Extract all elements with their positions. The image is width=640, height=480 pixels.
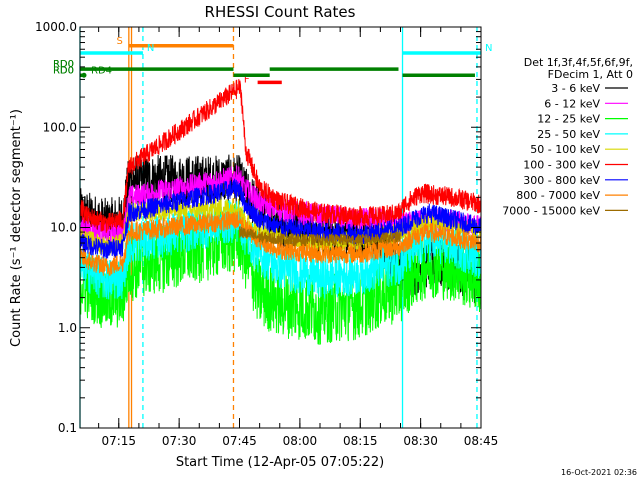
- flag-label: RD0: [53, 65, 74, 76]
- data-series: [79, 79, 482, 345]
- series-line: [79, 197, 482, 257]
- x-tick-label: 08:30: [403, 434, 438, 448]
- flag-label: RD0: [53, 59, 74, 70]
- series-line: [79, 178, 482, 260]
- x-tick-label: 08:15: [343, 434, 378, 448]
- flag-label: S: [116, 36, 122, 47]
- y-tick-label: 100.0: [43, 120, 77, 134]
- series-line: [79, 210, 482, 277]
- y-axis-label: Count Rate (s⁻¹ detector segment⁻¹): [9, 109, 24, 347]
- chart-title: RHESSI Count Rates: [205, 3, 356, 21]
- legend-header: Det 1f,3f,4f,5f,6f,9f,: [524, 56, 633, 69]
- legend-entry-label: 25 - 50 keV: [537, 128, 600, 141]
- x-tick-label: 07:30: [162, 434, 197, 448]
- y-tick-label: 0.1: [58, 421, 77, 435]
- generation-timestamp: 16-Oct-2021 02:36: [561, 468, 637, 477]
- legend-entry-label: 12 - 25 keV: [537, 113, 600, 126]
- flag-label: RD4: [91, 65, 112, 76]
- legend-header: FDecim 1, Att 0: [548, 68, 633, 81]
- flag-label: RD0: [53, 59, 74, 70]
- flag-label: N: [485, 43, 492, 54]
- legend-entry-label: 50 - 100 keV: [530, 143, 600, 156]
- flag-label: RD0: [53, 65, 74, 76]
- legend-entry-label: 6 - 12 keV: [544, 97, 600, 110]
- y-tick-label: 1000.0: [35, 20, 77, 34]
- x-tick-label: 08:00: [283, 434, 318, 448]
- legend-entry-label: 800 - 7000 keV: [516, 189, 600, 202]
- series-line: [239, 226, 401, 248]
- legend: Det 1f,3f,4f,5f,6f,9f,FDecim 1, Att 03 -…: [502, 56, 633, 217]
- flag-label: N: [147, 43, 154, 54]
- x-tick-label: 07:45: [222, 434, 257, 448]
- y-tick-label: 10.0: [50, 221, 77, 235]
- x-tick-label: 08:45: [464, 434, 499, 448]
- y-tick-label: 1.0: [58, 321, 77, 335]
- legend-entry-label: 7000 - 15000 keV: [502, 204, 600, 217]
- x-axis-label: Start Time (12-Apr-05 07:05:22): [176, 455, 384, 470]
- flag-marker-dot: [81, 72, 87, 78]
- legend-entry-label: 300 - 800 keV: [523, 174, 600, 187]
- flag-label: F: [244, 74, 250, 85]
- legend-entry-label: 3 - 6 keV: [551, 82, 600, 95]
- x-tick-label: 07:15: [101, 434, 136, 448]
- legend-entry-label: 100 - 300 keV: [523, 159, 600, 172]
- series-line: [79, 79, 482, 233]
- series-line: [79, 200, 482, 300]
- axes-ticks: 0.1 1.0 10.0 100.0 1000.0 07:15 07:30 07:45 08:0…: [35, 20, 498, 448]
